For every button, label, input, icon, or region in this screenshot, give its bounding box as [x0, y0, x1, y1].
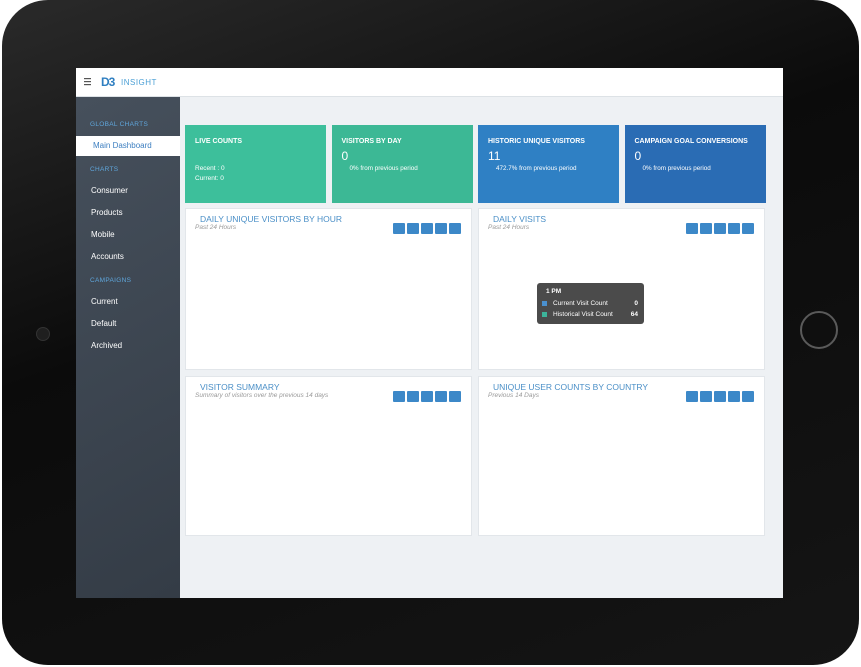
- card-change: 472.7% from previous period: [496, 165, 577, 172]
- panel-button[interactable]: [449, 391, 461, 402]
- panel-button[interactable]: [393, 391, 405, 402]
- panel-subtitle: Past 24 Hours: [488, 224, 530, 231]
- tooltip-label: Current Visit Count: [553, 300, 608, 307]
- tooltip-title: 1 PM: [546, 288, 562, 295]
- panel-title: VISITOR SUMMARY: [200, 382, 280, 392]
- sidebar-section: GLOBAL CHARTS: [90, 121, 149, 128]
- stat-card: CAMPAIGN GOAL CONVERSIONS 0 0% from previo…: [624, 125, 766, 203]
- sidebar-item[interactable]: Mobile: [91, 230, 115, 239]
- panel-button[interactable]: [742, 223, 754, 234]
- panel-subtitle: Previous 14 Days: [488, 392, 539, 399]
- panel-title: DAILY UNIQUE VISITORS BY HOUR: [200, 214, 343, 224]
- panel-button[interactable]: [728, 223, 740, 234]
- card-title: CAMPAIGN GOAL CONVERSIONS: [634, 138, 748, 145]
- sidebar-section: CHARTS: [90, 166, 119, 173]
- sidebar-item[interactable]: Accounts: [91, 252, 124, 261]
- panel-button[interactable]: [686, 223, 698, 234]
- screen: D3 INSIGHT GLOBAL CHARTS Main Dashboard CH…: [76, 68, 783, 598]
- panel-button[interactable]: [435, 223, 447, 234]
- tooltip-swatch: [542, 312, 547, 317]
- stat-card: HISTORIC UNIQUE VISITORS 11 472.7% from pr…: [478, 125, 619, 203]
- logo: D3: [101, 75, 115, 89]
- panel-title: UNIQUE USER COUNTS BY COUNTRY: [493, 382, 649, 392]
- panel-button[interactable]: [421, 223, 433, 234]
- menu-icon[interactable]: [84, 78, 92, 86]
- card-change: 0% from previous period: [642, 165, 711, 172]
- panel-button[interactable]: [407, 223, 419, 234]
- panel-button[interactable]: [742, 391, 754, 402]
- home-button[interactable]: [800, 311, 838, 349]
- panel-button[interactable]: [714, 391, 726, 402]
- panel-button[interactable]: [700, 223, 712, 234]
- card-value: 0: [341, 149, 349, 163]
- tooltip: 1 PM Current Visit Count 0 Historical Visit…: [537, 283, 644, 324]
- panel-button[interactable]: [449, 223, 461, 234]
- sidebar-item[interactable]: Main Dashboard: [93, 141, 152, 150]
- top-bar: D3 INSIGHT: [76, 68, 783, 97]
- sidebar-item[interactable]: Current: [91, 297, 118, 306]
- panel-button[interactable]: [728, 391, 740, 402]
- camera: [36, 327, 50, 341]
- panel-button[interactable]: [700, 391, 712, 402]
- sidebar: GLOBAL CHARTS Main Dashboard CHARTS Consume…: [76, 97, 180, 598]
- panel-button[interactable]: [435, 391, 447, 402]
- panel-button[interactable]: [393, 223, 405, 234]
- panel-title: DAILY VISITS: [493, 214, 547, 224]
- brand: INSIGHT: [121, 78, 157, 87]
- card-change: 0% from previous period: [349, 165, 418, 172]
- active-item-bg: [76, 136, 180, 156]
- stat-card: LIVE COUNTS Recent : 0 Current: 0: [185, 125, 326, 203]
- card-title: HISTORIC UNIQUE VISITORS: [488, 138, 585, 145]
- card-line: Current: 0: [195, 175, 224, 182]
- main: LIVE COUNTS Recent : 0 Current: 0 VISITORS …: [76, 68, 783, 598]
- tooltip-value: 0: [634, 300, 638, 307]
- tooltip-value: 64: [630, 311, 638, 318]
- panel-button[interactable]: [714, 223, 726, 234]
- card-title: LIVE COUNTS: [195, 138, 243, 145]
- chart-panel: VISITOR SUMMARY Summary of visitors over …: [185, 376, 472, 536]
- sidebar-item[interactable]: Archived: [91, 341, 123, 350]
- sidebar-section: CAMPAIGNS: [90, 277, 132, 284]
- panel-button[interactable]: [407, 391, 419, 402]
- card-value: 0: [634, 149, 642, 163]
- panel-button[interactable]: [686, 391, 698, 402]
- stat-card: VISITORS BY DAY 0 0% from previous period: [331, 125, 473, 203]
- chart-panel: DAILY UNIQUE VISITORS BY HOUR Past 24 Hou…: [185, 208, 472, 370]
- card-value: 11: [488, 149, 501, 163]
- tooltip-swatch: [542, 301, 547, 306]
- panel-subtitle: Summary of visitors over the previous 14…: [195, 392, 329, 399]
- panel-button[interactable]: [421, 391, 433, 402]
- panel-subtitle: Past 24 Hours: [195, 224, 237, 231]
- sidebar-item[interactable]: Products: [91, 208, 123, 217]
- card-line: Recent : 0: [195, 165, 225, 172]
- card-title: VISITORS BY DAY: [341, 138, 402, 145]
- sidebar-item[interactable]: Consumer: [91, 186, 128, 195]
- tooltip-label: Historical Visit Count: [553, 311, 613, 318]
- chart-panel: UNIQUE USER COUNTS BY COUNTRY Previous 14…: [478, 376, 765, 536]
- sidebar-item[interactable]: Default: [91, 319, 117, 328]
